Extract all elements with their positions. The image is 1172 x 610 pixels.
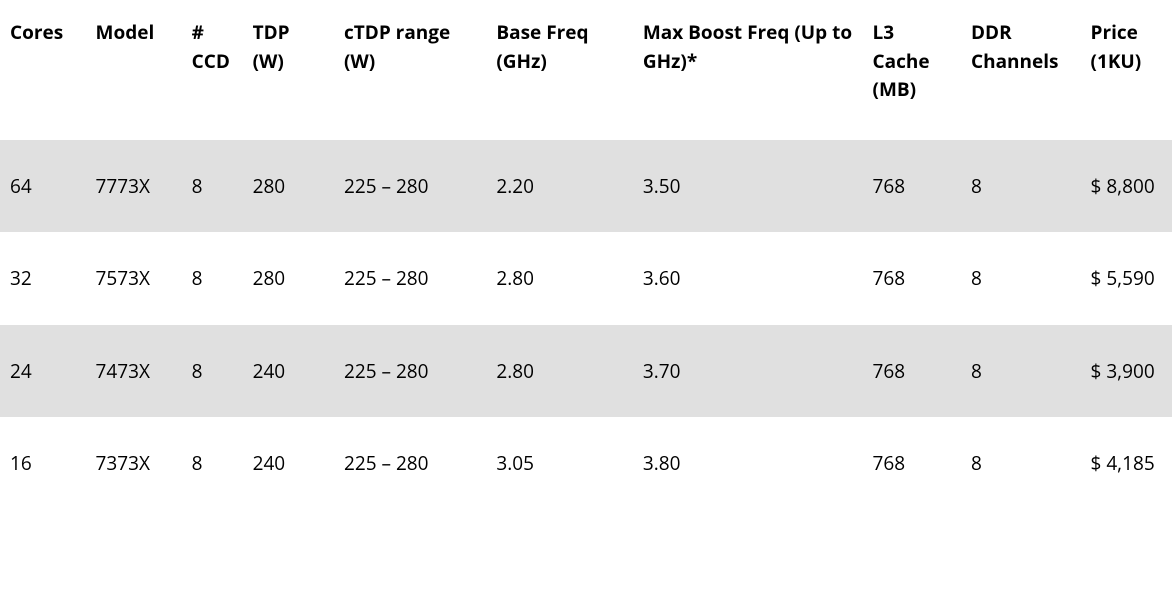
cell-l3: 768 — [863, 232, 961, 325]
table-row: 64 7773X 8 280 225 – 280 2.20 3.50 768 8… — [0, 140, 1172, 233]
cell-l3: 768 — [863, 417, 961, 510]
cell-maxboost: 3.60 — [633, 232, 863, 325]
table-body: 64 7773X 8 280 225 – 280 2.20 3.50 768 8… — [0, 140, 1172, 510]
cell-basefreq: 2.80 — [486, 232, 633, 325]
cell-ddr: 8 — [961, 417, 1081, 510]
table-row: 24 7473X 8 240 225 – 280 2.80 3.70 768 8… — [0, 325, 1172, 418]
cell-price: $ 4,185 — [1081, 417, 1172, 510]
cell-maxboost: 3.80 — [633, 417, 863, 510]
cell-ddr: 8 — [961, 232, 1081, 325]
cell-maxboost: 3.70 — [633, 325, 863, 418]
cell-ccd: 8 — [182, 417, 243, 510]
table-row: 16 7373X 8 240 225 – 280 3.05 3.80 768 8… — [0, 417, 1172, 510]
col-header-ctdp: cTDP range (W) — [334, 0, 486, 140]
col-header-cores: Cores — [0, 0, 86, 140]
table-header: Cores Model # CCD TDP (W) cTDP range (W)… — [0, 0, 1172, 140]
cell-ctdp: 225 – 280 — [334, 232, 486, 325]
col-header-basefreq: Base Freq (GHz) — [486, 0, 633, 140]
cell-tdp: 240 — [243, 417, 334, 510]
cell-ccd: 8 — [182, 140, 243, 233]
cell-model: 7473X — [86, 325, 182, 418]
cell-tdp: 240 — [243, 325, 334, 418]
cell-tdp: 280 — [243, 140, 334, 233]
col-header-tdp: TDP (W) — [243, 0, 334, 140]
cell-tdp: 280 — [243, 232, 334, 325]
cell-model: 7773X — [86, 140, 182, 233]
cell-l3: 768 — [863, 140, 961, 233]
col-header-ddr: DDR Channels — [961, 0, 1081, 140]
table-row: 32 7573X 8 280 225 – 280 2.80 3.60 768 8… — [0, 232, 1172, 325]
cell-l3: 768 — [863, 325, 961, 418]
cell-ctdp: 225 – 280 — [334, 417, 486, 510]
col-header-price: Price (1KU) — [1081, 0, 1172, 140]
cell-price: $ 8,800 — [1081, 140, 1172, 233]
cell-maxboost: 3.50 — [633, 140, 863, 233]
cell-ddr: 8 — [961, 140, 1081, 233]
cell-basefreq: 2.80 — [486, 325, 633, 418]
cell-price: $ 5,590 — [1081, 232, 1172, 325]
col-header-maxboost: Max Boost Freq (Up to GHz)* — [633, 0, 863, 140]
cell-cores: 24 — [0, 325, 86, 418]
cell-cores: 32 — [0, 232, 86, 325]
cell-model: 7373X — [86, 417, 182, 510]
cell-basefreq: 3.05 — [486, 417, 633, 510]
col-header-ccd: # CCD — [182, 0, 243, 140]
cell-ctdp: 225 – 280 — [334, 140, 486, 233]
cell-price: $ 3,900 — [1081, 325, 1172, 418]
cell-basefreq: 2.20 — [486, 140, 633, 233]
col-header-model: Model — [86, 0, 182, 140]
cell-cores: 64 — [0, 140, 86, 233]
col-header-l3: L3 Cache (MB) — [863, 0, 961, 140]
cell-ccd: 8 — [182, 232, 243, 325]
cell-model: 7573X — [86, 232, 182, 325]
cell-ctdp: 225 – 280 — [334, 325, 486, 418]
cell-ccd: 8 — [182, 325, 243, 418]
cpu-spec-table: Cores Model # CCD TDP (W) cTDP range (W)… — [0, 0, 1172, 510]
cell-ddr: 8 — [961, 325, 1081, 418]
cell-cores: 16 — [0, 417, 86, 510]
